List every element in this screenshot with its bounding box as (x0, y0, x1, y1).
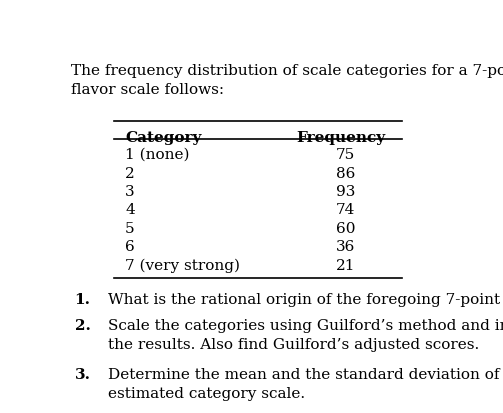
Text: The frequency distribution of scale categories for a 7-point off-
flavor scale f: The frequency distribution of scale cate… (70, 64, 503, 97)
Text: 4: 4 (125, 204, 135, 218)
Text: 2: 2 (125, 166, 135, 180)
Text: 93: 93 (336, 185, 355, 199)
Text: Determine the mean and the standard deviation of the
estimated category scale.: Determine the mean and the standard devi… (108, 368, 503, 401)
Text: 60: 60 (336, 222, 355, 236)
Text: Category: Category (125, 131, 202, 145)
Text: 7 (very strong): 7 (very strong) (125, 259, 240, 273)
Text: What is the rational origin of the foregoing 7-point scale?: What is the rational origin of the foreg… (108, 293, 503, 307)
Text: 74: 74 (336, 204, 355, 218)
Text: 3.: 3. (74, 368, 91, 382)
Text: 75: 75 (336, 148, 355, 162)
Text: 36: 36 (336, 240, 355, 254)
Text: 3: 3 (125, 185, 135, 199)
Text: 2.: 2. (74, 319, 91, 333)
Text: 1 (none): 1 (none) (125, 148, 190, 162)
Text: 1.: 1. (74, 293, 91, 307)
Text: Scale the categories using Guilford’s method and interpret
the results. Also fin: Scale the categories using Guilford’s me… (108, 319, 503, 352)
Text: 86: 86 (336, 166, 355, 180)
Text: 5: 5 (125, 222, 135, 236)
Text: 21: 21 (336, 259, 355, 273)
Text: 6: 6 (125, 240, 135, 254)
Text: Frequency: Frequency (297, 131, 386, 145)
